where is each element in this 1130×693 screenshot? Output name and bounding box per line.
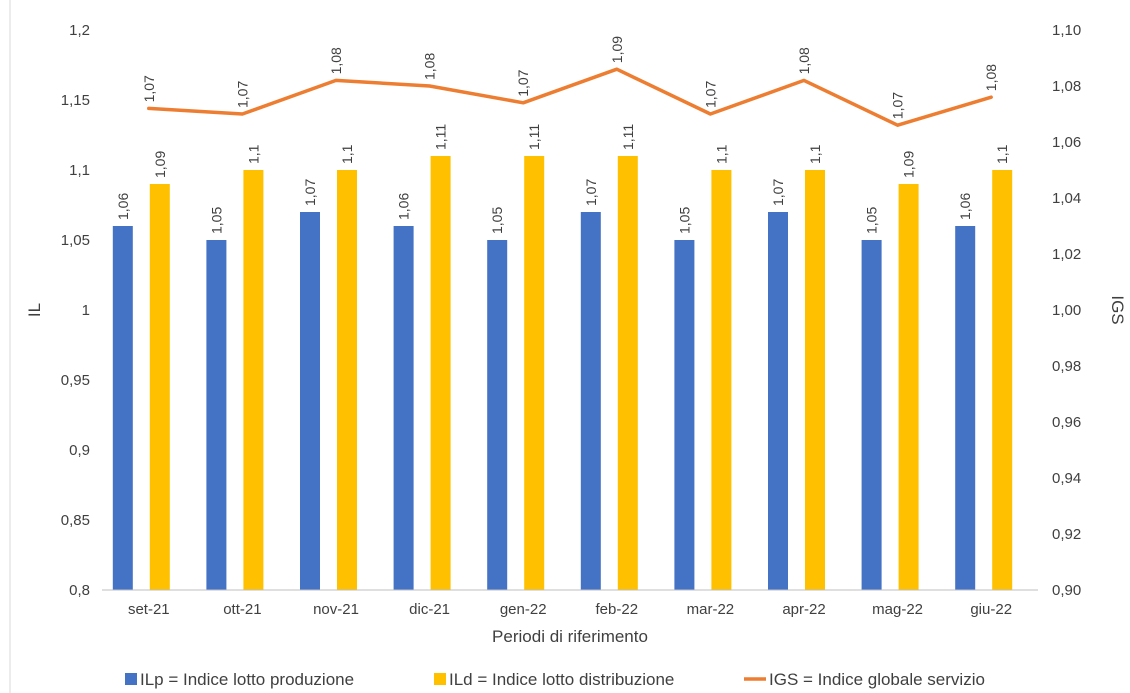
y2-tick-label: 0,90 <box>1052 582 1081 599</box>
legend-swatch <box>125 673 137 685</box>
y2-axis-title: IGS <box>1108 295 1127 324</box>
data-label-ild-nov-21: 1,1 <box>339 144 355 164</box>
bars-layer <box>112 156 1013 590</box>
bar-ilp-set-21 <box>112 226 133 590</box>
y2-tick-label: 0,94 <box>1052 470 1081 487</box>
bar-ilp-ott-21 <box>206 240 227 590</box>
bar-ild-apr-22 <box>805 170 825 590</box>
y-tick-label: 0,85 <box>61 512 90 529</box>
data-label-igs-dic-21: 1,08 <box>422 53 438 80</box>
y-axis-title: IL <box>25 303 44 317</box>
y-tick-label: 0,9 <box>69 442 90 459</box>
data-label-igs-gen-22: 1,07 <box>515 69 531 96</box>
legend-label: IGS = Indice globale servizio <box>769 670 985 689</box>
data-label-ilp-nov-21: 1,07 <box>302 179 318 206</box>
y2-axis-ticks: 0,90 0,92 0,94 0,96 0,98 1,00 1,02 1,04 1,06 1,08… <box>1052 22 1081 599</box>
y2-tick-label: 1,10 <box>1052 22 1081 39</box>
bar-ilp-dic-21 <box>393 226 414 590</box>
y2-tick-label: 0,96 <box>1052 414 1081 431</box>
x-tick-label: ott-21 <box>223 601 261 618</box>
data-label-ild-feb-22: 1,11 <box>620 124 636 150</box>
y2-tick-label: 0,98 <box>1052 358 1081 375</box>
bar-ilp-nov-21 <box>300 212 320 590</box>
data-label-igs-giu-22: 1,08 <box>983 64 999 91</box>
bar-ild-nov-21 <box>337 170 357 590</box>
y-axis-ticks: 0,8 0,85 0,9 0,95 1 1,05 1,1 1,15 1,2 <box>61 22 90 599</box>
data-label-ilp-apr-22: 1,07 <box>770 179 786 206</box>
data-label-ild-dic-21: 1,11 <box>433 124 449 150</box>
data-label-ild-giu-22: 1,1 <box>994 144 1010 164</box>
bar-ild-ott-21 <box>243 170 264 590</box>
data-label-igs-mar-22: 1,07 <box>702 81 718 108</box>
x-tick-label: dic-21 <box>409 601 450 618</box>
x-tick-label: mar-22 <box>687 601 735 618</box>
y-tick-label: 0,95 <box>61 372 90 389</box>
data-label-ilp-feb-22: 1,07 <box>583 179 599 206</box>
data-label-igs-feb-22: 1,09 <box>609 36 625 63</box>
y2-tick-label: 1,04 <box>1052 190 1081 207</box>
bar-ild-feb-22 <box>617 156 638 590</box>
data-label-ilp-dic-21: 1,06 <box>396 193 412 220</box>
bar-ilp-apr-22 <box>768 212 788 590</box>
y-tick-label: 1,2 <box>69 22 90 39</box>
legend: ILp = Indice lotto produzione ILd = Indic… <box>125 670 985 689</box>
bar-ild-mag-22 <box>898 184 919 590</box>
data-label-ild-mag-22: 1,09 <box>901 151 917 178</box>
data-label-ild-ott-21: 1,1 <box>245 144 261 164</box>
x-tick-label: mag-22 <box>872 601 923 618</box>
data-label-ilp-giu-22: 1,06 <box>957 193 973 220</box>
bar-ilp-feb-22 <box>580 212 601 590</box>
data-label-ilp-mag-22: 1,05 <box>864 207 880 234</box>
x-tick-label: giu-22 <box>970 601 1012 618</box>
data-label-igs-mag-22: 1,07 <box>890 92 906 119</box>
data-labels-layer: 1,06 1,05 1,07 1,06 1,05 1,07 1,05 1,07 1,05 1,06… <box>115 36 1010 234</box>
y-tick-label: 1,05 <box>61 232 90 249</box>
bar-ild-giu-22 <box>992 170 1013 590</box>
bar-ilp-gen-22 <box>487 240 508 590</box>
bar-ilp-mar-22 <box>674 240 695 590</box>
y2-tick-label: 1,06 <box>1052 134 1081 151</box>
data-label-igs-apr-22: 1,08 <box>796 47 812 74</box>
y-tick-label: 0,8 <box>69 582 90 599</box>
legend-label: ILd = Indice lotto distribuzione <box>449 670 674 689</box>
data-label-igs-ott-21: 1,07 <box>234 81 250 108</box>
x-tick-label: apr-22 <box>782 601 825 618</box>
data-label-ild-gen-22: 1,11 <box>526 124 542 150</box>
data-label-ilp-ott-21: 1,05 <box>208 207 224 234</box>
data-label-ilp-mar-22: 1,05 <box>676 207 692 234</box>
bar-ild-mar-22 <box>711 170 732 590</box>
legend-label: ILp = Indice lotto produzione <box>140 670 354 689</box>
y2-tick-label: 1,08 <box>1052 78 1081 95</box>
legend-swatch <box>434 673 446 685</box>
data-label-ilp-set-21: 1,06 <box>115 193 131 220</box>
bar-ilp-giu-22 <box>955 226 976 590</box>
y2-tick-label: 0,92 <box>1052 526 1081 543</box>
data-label-ild-set-21: 1,09 <box>152 151 168 178</box>
x-axis-title: Periodi di riferimento <box>492 627 648 646</box>
y-tick-label: 1 <box>82 302 90 319</box>
x-tick-label: nov-21 <box>313 601 359 618</box>
bar-ild-set-21 <box>149 184 170 590</box>
data-label-ilp-gen-22: 1,05 <box>489 207 505 234</box>
x-tick-label: set-21 <box>128 601 170 618</box>
bar-ilp-mag-22 <box>861 240 882 590</box>
x-axis-ticks: set-21 ott-21 nov-21 dic-21 gen-22 feb-22 mar-… <box>128 601 1012 618</box>
y-tick-label: 1,15 <box>61 92 90 109</box>
y2-tick-label: 1,00 <box>1052 302 1081 319</box>
data-label-ild-apr-22: 1,1 <box>807 144 823 164</box>
igs-line <box>147 67 993 127</box>
data-label-igs-nov-21: 1,08 <box>328 47 344 74</box>
x-tick-label: feb-22 <box>596 601 639 618</box>
y-tick-label: 1,1 <box>69 162 90 179</box>
bar-ild-gen-22 <box>524 156 545 590</box>
data-label-igs-set-21: 1,07 <box>141 75 157 102</box>
line-layer <box>147 67 993 127</box>
y2-tick-label: 1,02 <box>1052 246 1081 263</box>
bar-ild-dic-21 <box>430 156 451 590</box>
x-tick-label: gen-22 <box>500 601 547 618</box>
data-label-ild-mar-22: 1,1 <box>713 144 729 164</box>
